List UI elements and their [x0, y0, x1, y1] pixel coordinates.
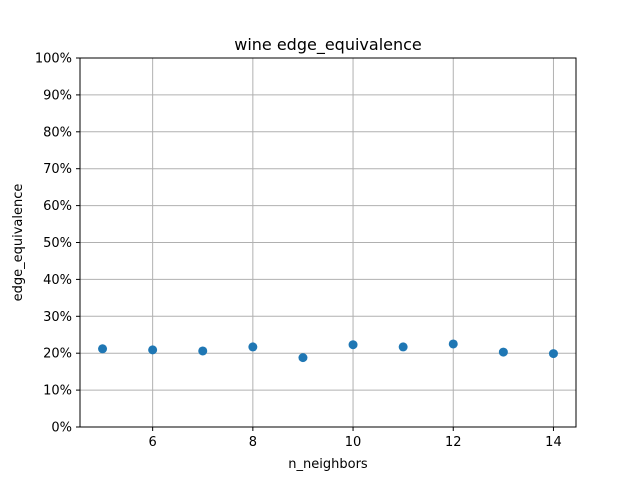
y-tick-label: 50%: [43, 236, 72, 251]
x-axis-label: n_neighbors: [288, 457, 368, 472]
y-tick-label: 40%: [43, 273, 72, 288]
data-point: [348, 340, 358, 350]
y-tick-label: 60%: [43, 199, 72, 214]
chart-title: wine edge_equivalence: [234, 35, 422, 55]
y-tick-label: 10%: [43, 384, 72, 399]
data-point: [198, 346, 208, 356]
data-points: [98, 339, 558, 363]
data-point: [148, 345, 158, 355]
data-point: [298, 353, 308, 363]
data-point: [248, 342, 258, 352]
x-tick-label: 8: [249, 435, 257, 450]
y-tick-label: 90%: [43, 88, 72, 103]
data-point: [548, 349, 558, 359]
plot-frame: [79, 57, 577, 428]
y-tick-label: 30%: [43, 310, 72, 325]
y-tick-label: 80%: [43, 125, 72, 140]
data-point: [98, 344, 108, 354]
x-tick-label: 14: [545, 435, 562, 450]
x-tick-label: 10: [345, 435, 362, 450]
x-tick-label: 12: [445, 435, 462, 450]
data-point: [498, 347, 508, 357]
y-tick-label: 100%: [35, 52, 72, 67]
y-tick-label: 20%: [43, 347, 72, 362]
y-tick-label: 0%: [51, 421, 72, 436]
y-tick-label: 70%: [43, 162, 72, 177]
axis-ticks: 6 8 10 12 14 0% 10% 20% 30% 40% 50% 60% 70% 80% 90% 100…: [35, 52, 562, 451]
y-axis-label: edge_equivalence: [11, 184, 26, 302]
x-tick-label: 6: [149, 435, 157, 450]
data-point: [398, 342, 408, 352]
data-point: [448, 339, 458, 349]
